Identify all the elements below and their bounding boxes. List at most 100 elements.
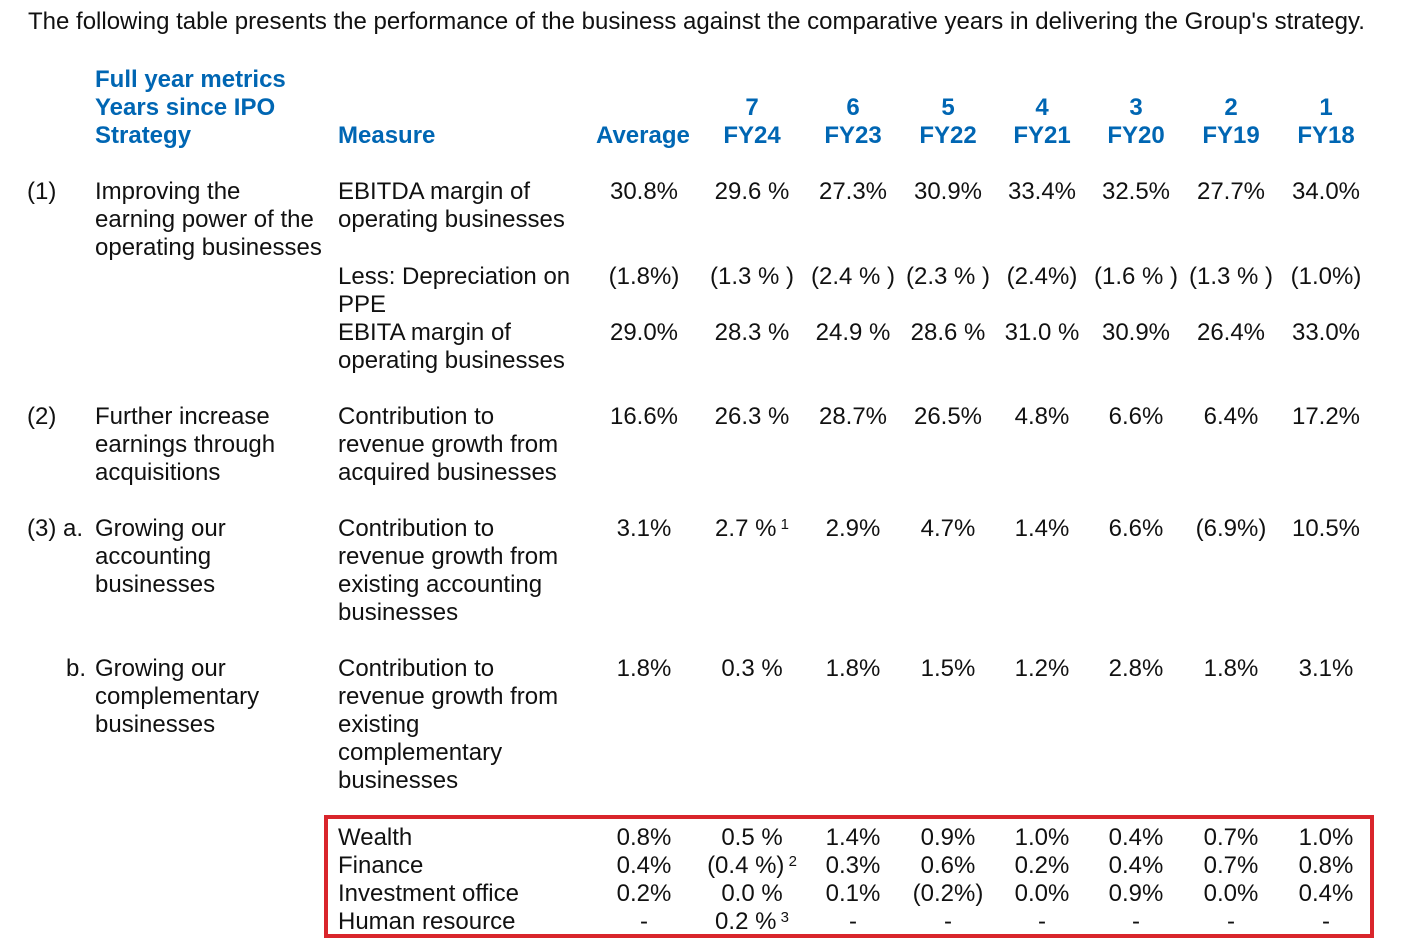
row-label: (2) [27, 403, 57, 430]
years-since-ipo-value: 5 [941, 94, 955, 121]
value-fy19: - [1227, 908, 1235, 935]
measure-line: complementary [338, 739, 503, 766]
strategy-cell: Further increase earnings through acquisit… [95, 403, 275, 487]
value-fy19: 26.4% [1196, 319, 1266, 346]
average-value: 16.6% [609, 403, 679, 430]
value-fy23: 24.9 % [815, 319, 891, 346]
strategy-line: Growing our [95, 655, 226, 682]
value-fy18: 33.0% [1291, 319, 1361, 346]
measure-cell: EBITDA margin of operating businesses [338, 178, 565, 234]
measure-line: EBITA margin of [338, 319, 511, 346]
value-fy24: 28.3 % [714, 319, 790, 346]
years-since-ipo-value: 1 [1319, 94, 1333, 121]
fiscal-year-label: FY22 [919, 122, 977, 149]
fiscal-year-label: FY19 [1202, 122, 1260, 149]
strategy-line: operating businesses [95, 234, 322, 261]
value-fy24: 0.2 % 3 [715, 908, 789, 935]
average-value: 29.0% [609, 319, 679, 346]
value-fy18: 0.8% [1298, 852, 1354, 879]
sub-measure: Human resource [338, 908, 516, 935]
value-fy18: - [1322, 908, 1330, 935]
value-fy19: 0.7% [1203, 824, 1259, 851]
strategy-cell: Improving the earning power of the operati… [95, 178, 322, 262]
strategy-cell: Growing our complementary businesses [95, 655, 259, 739]
sub-measure: Investment office [338, 880, 519, 907]
fiscal-year-label: FY18 [1297, 122, 1355, 149]
intro-text: The following table presents the perform… [28, 8, 1365, 35]
value-fy18: 34.0% [1291, 178, 1361, 205]
value-fy19: 0.0% [1203, 880, 1259, 907]
measure-line: businesses [338, 767, 459, 794]
value-fy20: 30.9% [1101, 319, 1171, 346]
value-fy21: 1.2% [1014, 655, 1070, 682]
header-left: Full year metrics Years since IPO Strate… [95, 66, 286, 150]
average-value: 0.8% [616, 824, 672, 851]
value-fy21: 31.0 % [1004, 319, 1080, 346]
value-fy24: 0.5 % [721, 824, 783, 851]
strategy-line: Further increase [95, 403, 270, 430]
measure-line: acquired businesses [338, 459, 557, 486]
header-strategy: Strategy [95, 122, 192, 149]
value-fy19: 6.4% [1203, 403, 1259, 430]
strategy-line: acquisitions [95, 459, 221, 486]
header-measure: Measure [338, 122, 436, 149]
measure-line: Contribution to [338, 515, 495, 542]
year-header-fy23: 6 FY23 [808, 94, 898, 150]
year-header-fy21: 4 FY21 [997, 94, 1087, 150]
measure-line: operating businesses [338, 206, 565, 233]
measure-line: Contribution to [338, 403, 495, 430]
measure-line: revenue growth from [338, 431, 559, 458]
value-fy18: 0.4% [1298, 880, 1354, 907]
value-fy20: 6.6% [1108, 515, 1164, 542]
year-header-fy18: 1 FY18 [1281, 94, 1371, 150]
row-label: (3) a. [27, 515, 84, 542]
measure-line: revenue growth from [338, 543, 559, 570]
value-fy23: 0.3% [825, 852, 881, 879]
value-fy19: (1.3 % ) [1188, 263, 1274, 290]
value-fy21: 0.0% [1014, 880, 1070, 907]
measure-line: operating businesses [338, 347, 565, 374]
value-fy21: 0.2% [1014, 852, 1070, 879]
header-years-since-ipo: Years since IPO [95, 94, 276, 121]
header-full-year-metrics: Full year metrics [95, 66, 286, 93]
value-fy20: 2.8% [1108, 655, 1164, 682]
measure-line: existing accounting [338, 571, 543, 598]
strategy-line: Growing our [95, 515, 226, 542]
value-fy23: 1.8% [825, 655, 881, 682]
years-since-ipo-value: 2 [1224, 94, 1238, 121]
value-fy22: 28.6 % [910, 319, 986, 346]
measure-line: EBITDA margin of [338, 178, 531, 205]
value-fy24: 26.3 % [714, 403, 790, 430]
value-fy24: 2.7 % 1 [715, 515, 789, 542]
value-fy21: 4.8% [1014, 403, 1070, 430]
value-fy20: 0.4% [1108, 852, 1164, 879]
measure-line: businesses [338, 599, 459, 626]
measure-cell: Contribution to revenue growth from existi… [338, 655, 558, 795]
sub-measure: Wealth [338, 824, 413, 851]
fiscal-year-label: FY23 [824, 122, 882, 149]
years-since-ipo-value: 4 [1035, 94, 1049, 121]
measure-line: PPE [338, 291, 387, 318]
strategy-line: complementary [95, 683, 260, 710]
value-fy18: 3.1% [1298, 655, 1354, 682]
measure-cell: Less: Depreciation on PPE [338, 263, 570, 319]
average-value: 30.8% [609, 178, 679, 205]
value-fy20: 32.5% [1101, 178, 1171, 205]
measure-line: Contribution to [338, 655, 495, 682]
value-fy19: 1.8% [1203, 655, 1259, 682]
row-label: (1) [27, 178, 57, 205]
years-since-ipo-value: 3 [1129, 94, 1143, 121]
strategy-line: earnings through [95, 431, 276, 458]
value-fy22: 30.9% [913, 178, 983, 205]
value-fy23: - [849, 908, 857, 935]
years-since-ipo-value: 7 [745, 94, 759, 121]
value-fy24: (1.3 % ) [709, 263, 795, 290]
value-fy22: (2.3 % ) [905, 263, 991, 290]
fiscal-year-label: FY21 [1013, 122, 1071, 149]
value-fy19: 0.7% [1203, 852, 1259, 879]
value-fy20: 0.9% [1108, 880, 1164, 907]
measure-line: Less: Depreciation on [338, 263, 571, 290]
strategy-line: Improving the [95, 178, 241, 205]
strategy-cell: Growing our accounting businesses [95, 515, 226, 599]
highlight-box [324, 815, 1374, 938]
